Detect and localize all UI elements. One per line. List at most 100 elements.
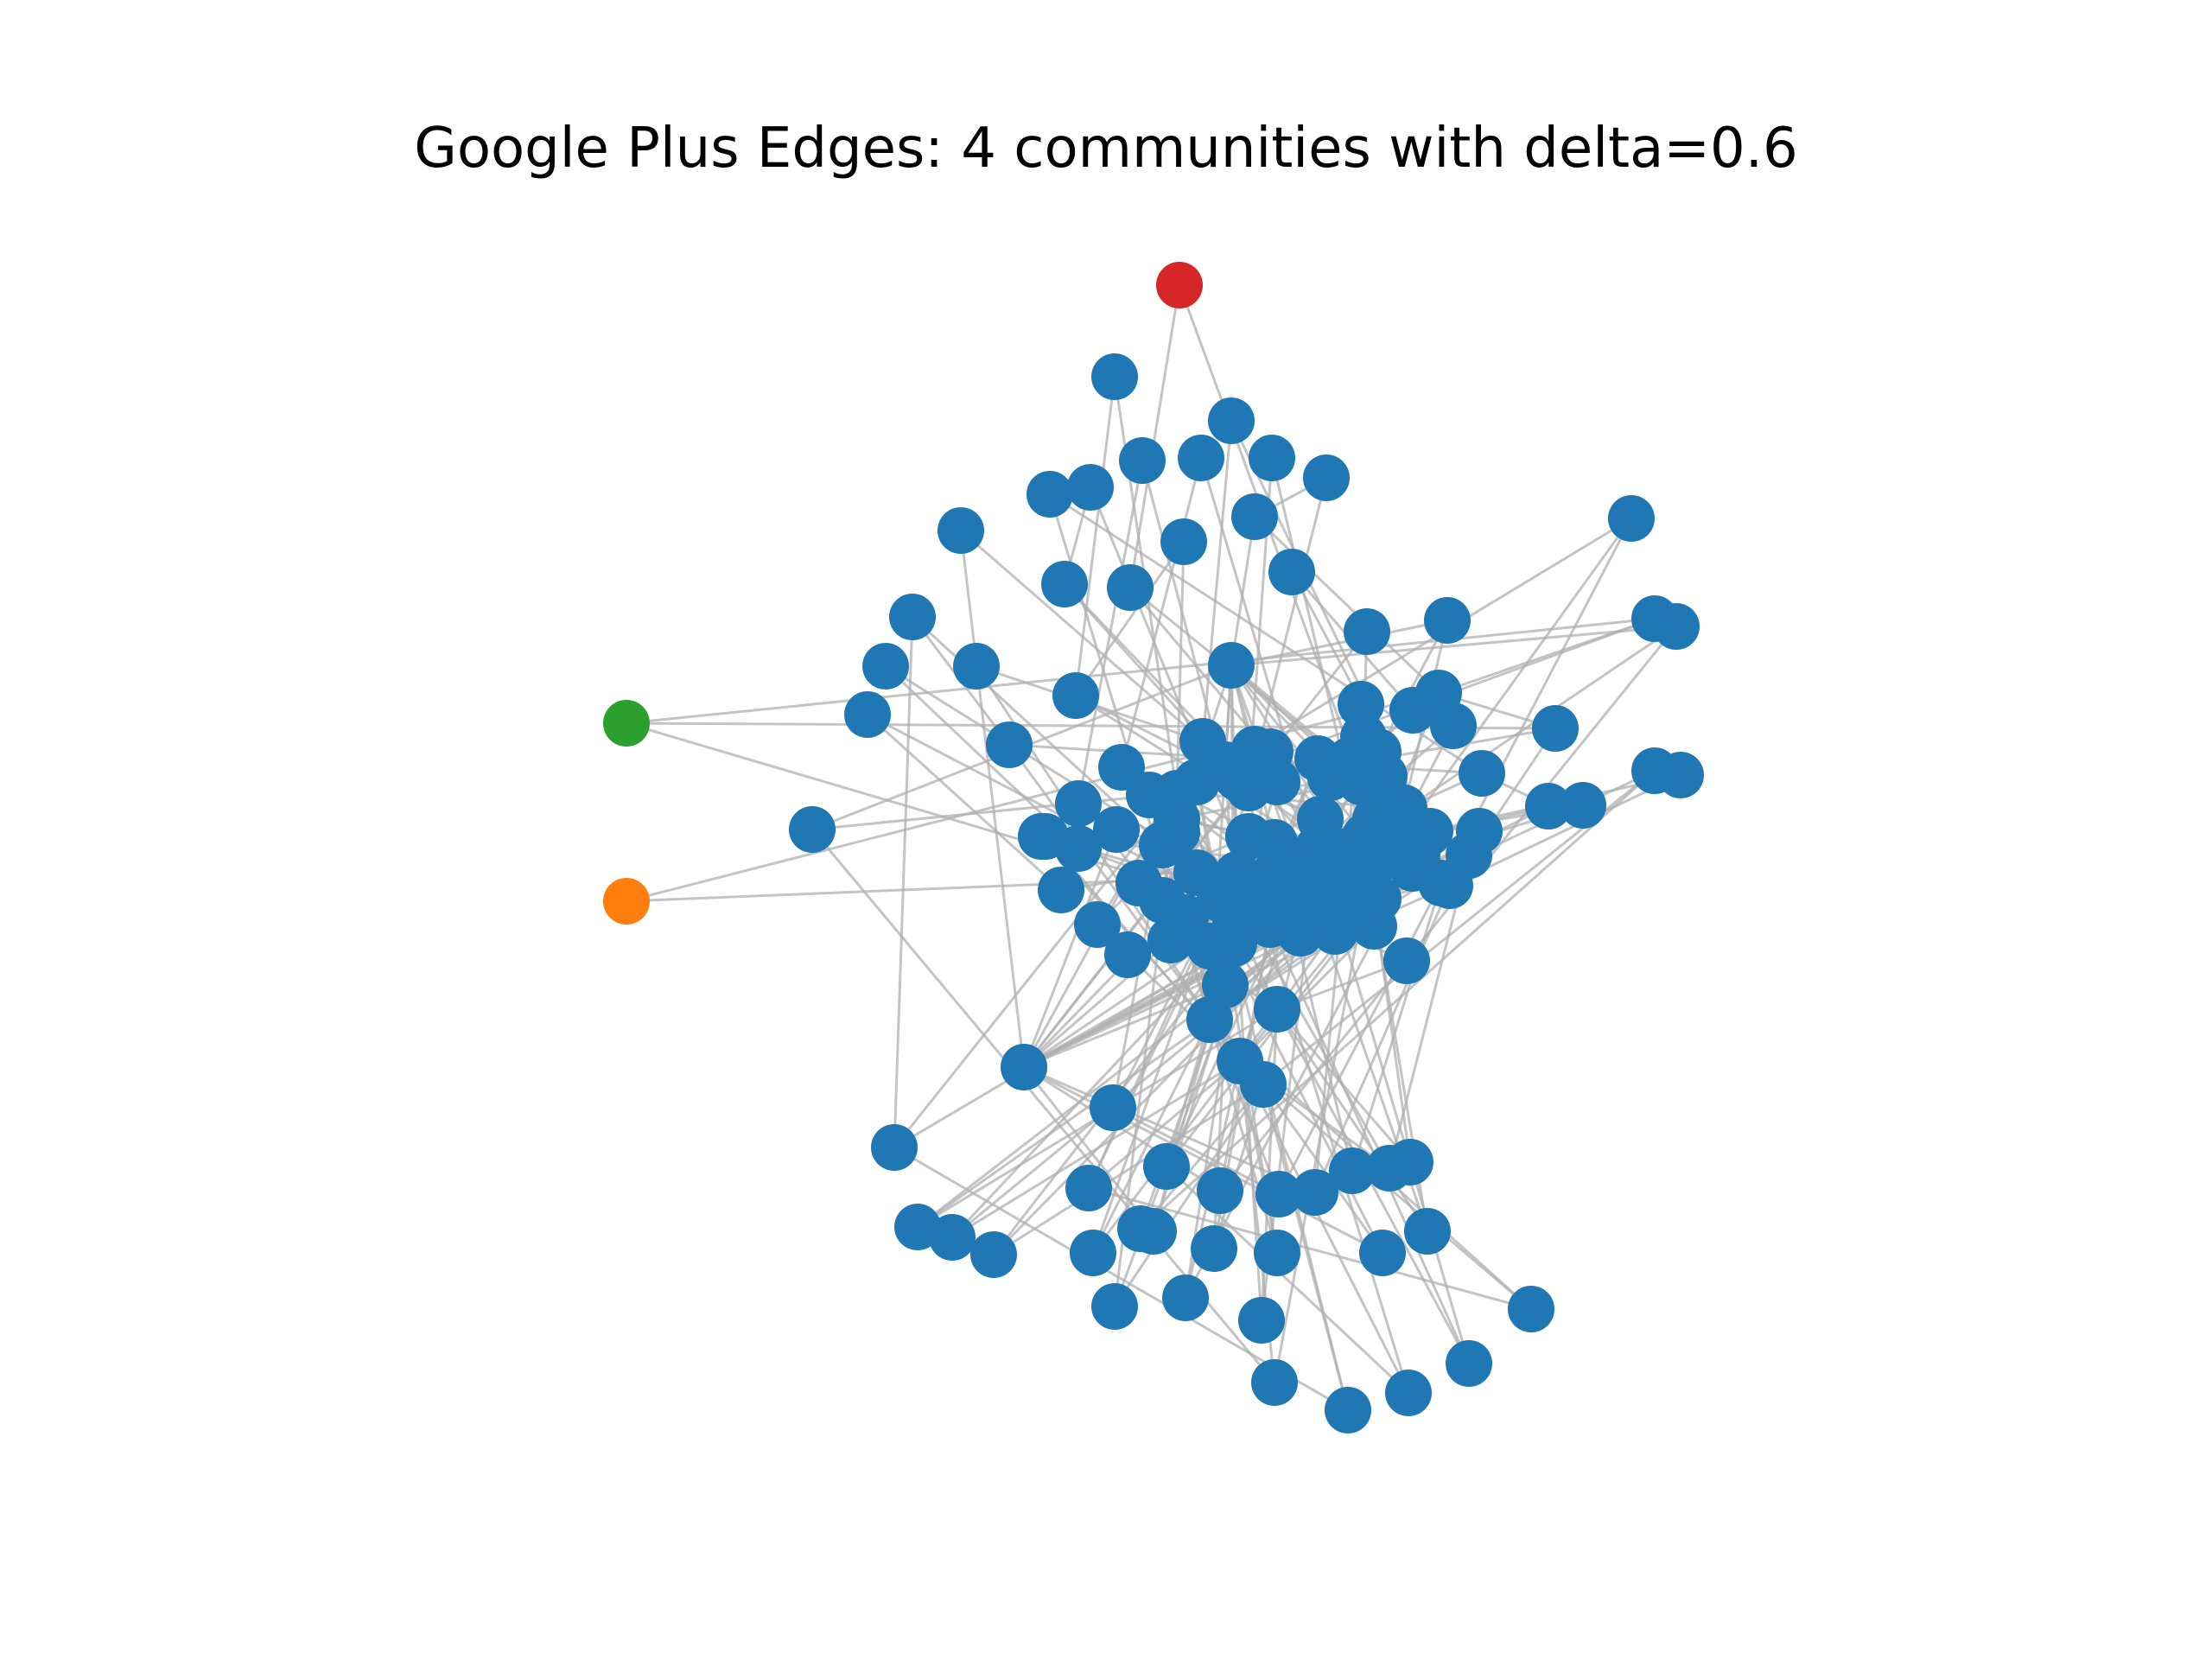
graph-node-community-0 xyxy=(1001,1044,1047,1090)
graph-node-community-0 xyxy=(1277,910,1324,957)
graph-node-community-0 xyxy=(1430,702,1477,749)
graph-node-community-0 xyxy=(1202,741,1249,788)
graph-node-community-0 xyxy=(970,1231,1017,1278)
graph-node-community-0 xyxy=(1456,808,1503,855)
graph-node-community-0 xyxy=(1385,1370,1432,1416)
graph-node-community-0 xyxy=(1091,353,1138,400)
edge xyxy=(1113,1084,1265,1307)
edge xyxy=(1023,1065,1316,1194)
graph-node-community-0 xyxy=(1107,564,1154,611)
edge xyxy=(1238,925,1376,1063)
edge xyxy=(951,1059,1241,1239)
edge xyxy=(1238,1060,1410,1394)
edge xyxy=(959,530,1026,1068)
graph-node-community-0 xyxy=(1178,435,1224,481)
graph-node-community-0 xyxy=(1325,1387,1371,1433)
graph-node-community-0 xyxy=(1052,672,1099,719)
graph-node-community-0 xyxy=(1251,1359,1298,1406)
graph-node-community-0 xyxy=(1508,1286,1554,1332)
edge xyxy=(811,791,1178,831)
edge xyxy=(1253,515,1440,695)
edge xyxy=(1077,460,1144,804)
graph-node-community-0 xyxy=(862,643,909,690)
graph-node-community-0 xyxy=(1351,903,1397,950)
node-layer xyxy=(603,262,1704,1433)
graph-node-community-0 xyxy=(1240,1061,1287,1108)
graph-node-community-0 xyxy=(929,1214,976,1261)
graph-node-community-0 xyxy=(1074,901,1121,948)
graph-node-community-0 xyxy=(1067,464,1114,511)
graph-node-community-2 xyxy=(603,700,650,747)
graph-node-community-0 xyxy=(1404,1208,1451,1255)
graph-node-community-0 xyxy=(1186,996,1233,1043)
graph-node-community-0 xyxy=(1249,435,1295,481)
graph-node-community-0 xyxy=(1208,642,1255,689)
graph-node-community-0 xyxy=(1525,783,1572,830)
edge xyxy=(960,529,1204,743)
graph-node-community-0 xyxy=(1147,917,1194,963)
graph-node-community-0 xyxy=(1383,938,1430,984)
graph-node-community-0 xyxy=(1231,493,1278,540)
edge xyxy=(893,616,914,1148)
graph-node-community-0 xyxy=(1091,1283,1138,1330)
edge xyxy=(1212,1084,1265,1249)
graph-node-community-0 xyxy=(1389,687,1436,734)
graph-node-community-0 xyxy=(1254,986,1300,1033)
graph-node-community-0 xyxy=(1312,908,1358,955)
edge xyxy=(1313,885,1452,1193)
graph-node-community-0 xyxy=(1294,735,1341,782)
graph-node-community-0 xyxy=(1608,495,1655,542)
graph-node-community-0 xyxy=(1366,1145,1413,1192)
graph-node-community-0 xyxy=(1018,813,1065,860)
graph-node-community-0 xyxy=(1208,397,1255,444)
edge xyxy=(1262,1084,1350,1411)
graph-node-community-3 xyxy=(1156,262,1203,308)
edge xyxy=(1351,882,1443,1172)
graph-node-community-0 xyxy=(1394,832,1440,879)
edge xyxy=(1275,1008,1429,1232)
graph-node-community-0 xyxy=(986,721,1033,768)
edge xyxy=(1201,420,1233,742)
graph-node-community-0 xyxy=(1424,597,1471,644)
edge xyxy=(1074,541,1185,696)
graph-title: Google Plus Edges: 4 communities with de… xyxy=(414,117,1798,181)
graph-node-community-0 xyxy=(1126,772,1173,818)
graph-node-community-0 xyxy=(1238,1297,1285,1344)
edge xyxy=(993,1083,1264,1256)
graph-node-community-0 xyxy=(1355,728,1402,775)
graph-node-community-0 xyxy=(1255,1171,1302,1217)
graph-node-community-0 xyxy=(844,691,891,738)
graph-node-community-0 xyxy=(1338,681,1384,728)
graph-node-community-0 xyxy=(1303,454,1350,501)
edge xyxy=(1022,829,1118,1068)
graph-node-community-0 xyxy=(1119,437,1166,484)
edge xyxy=(626,617,1656,725)
graph-node-community-0 xyxy=(1359,1230,1406,1276)
edge xyxy=(866,713,1063,892)
graph-node-community-0 xyxy=(1459,750,1505,797)
graph-node-community-0 xyxy=(953,643,1000,690)
graph-node-community-0 xyxy=(1191,1225,1237,1272)
graph-node-community-0 xyxy=(1093,806,1140,853)
graph-node-community-0 xyxy=(1038,867,1084,913)
graph-node-community-0 xyxy=(1104,931,1151,978)
edge xyxy=(1438,617,1656,695)
edge xyxy=(1262,1084,1384,1254)
graph-node-community-0 xyxy=(1027,471,1073,518)
graph-node-community-0 xyxy=(1162,1274,1209,1321)
graph-node-community-0 xyxy=(1344,608,1390,655)
edge xyxy=(1128,284,1181,588)
graph-node-community-0 xyxy=(1070,1230,1116,1276)
edge xyxy=(1255,898,1410,1394)
graph-node-community-0 xyxy=(1292,1169,1338,1216)
graph-node-community-0 xyxy=(1130,1208,1177,1255)
graph-node-community-0 xyxy=(1631,747,1678,794)
graph-node-community-0 xyxy=(1247,728,1294,775)
graph-node-community-0 xyxy=(1532,705,1579,752)
edge xyxy=(1376,620,1449,753)
graph-node-community-0 xyxy=(1055,780,1102,827)
graph-node-community-0 xyxy=(1653,603,1700,650)
graph-node-community-0 xyxy=(1160,518,1207,565)
graph-node-community-0 xyxy=(1139,822,1185,868)
